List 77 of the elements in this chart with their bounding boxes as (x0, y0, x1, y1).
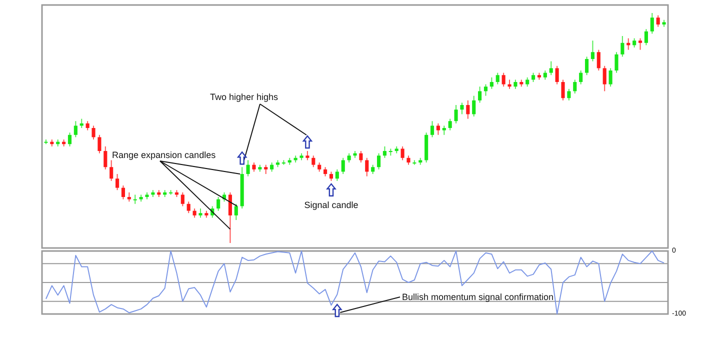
annotation: Signal candle (304, 200, 358, 210)
candlestick (490, 76, 494, 90)
candlestick (549, 60, 553, 76)
candlestick (579, 70, 583, 85)
candlestick (110, 160, 114, 182)
candlestick (74, 120, 78, 138)
candlestick (602, 65, 606, 92)
candlestick (526, 76, 530, 88)
annotation: Bullish momentum signal confirmation (402, 292, 554, 302)
candlestick (573, 79, 577, 94)
candlestick (192, 208, 196, 218)
candlestick (644, 28, 648, 46)
annotation: Range expansion candles (112, 150, 216, 160)
candlestick (472, 95, 476, 117)
candlestick (216, 196, 220, 212)
candlestick (252, 162, 256, 172)
candlestick (121, 185, 126, 200)
annotation: Two higher highs (210, 92, 279, 102)
candlestick (376, 152, 381, 170)
candlestick (180, 192, 184, 207)
candlestick (270, 162, 274, 172)
candlestick (365, 157, 369, 177)
candlestick (198, 208, 202, 218)
candlestick (466, 100, 470, 120)
candlestick (318, 162, 322, 172)
candlestick (632, 38, 636, 48)
candlestick (596, 49, 600, 71)
candlestick (359, 150, 363, 163)
candlestick (382, 146, 386, 158)
candlestick (341, 157, 345, 174)
candlestick (555, 65, 559, 85)
candlestick (656, 14, 660, 28)
candlestick (406, 155, 410, 166)
candlestick (442, 125, 446, 136)
candlestick (561, 79, 565, 101)
candlestick (324, 166, 328, 177)
candlestick (454, 104, 458, 124)
candlestick (638, 38, 642, 50)
candlestick (347, 152, 351, 163)
candlestick (312, 155, 316, 168)
candlestick (264, 164, 268, 174)
candlestick (127, 192, 131, 202)
candlestick (104, 146, 108, 170)
candlestick (584, 56, 589, 76)
candlestick (133, 194, 137, 204)
candlestick (478, 86, 482, 104)
candlestick (436, 122, 440, 136)
candlestick (620, 36, 624, 58)
candlestick (335, 168, 339, 182)
candlestick (532, 72, 536, 82)
candlestick (502, 72, 506, 88)
candlestick (371, 164, 375, 174)
candlestick (86, 120, 90, 131)
candlestick (98, 134, 102, 154)
candlestick (186, 201, 190, 214)
candlestick (400, 146, 404, 161)
candlestick (567, 88, 571, 101)
candlestick (496, 72, 500, 85)
candlestick (68, 132, 72, 147)
candlestick (508, 79, 512, 90)
candlestick (430, 120, 434, 138)
candlestick (608, 68, 612, 88)
candlestick (650, 12, 654, 34)
candlestick (234, 203, 238, 220)
candlestick (448, 118, 452, 131)
candlestick (614, 52, 618, 74)
candlestick (484, 84, 488, 96)
candlestick (590, 40, 594, 62)
candlestick (306, 150, 310, 161)
candlestick (329, 171, 334, 182)
candlestick (92, 125, 96, 140)
candlestick (543, 70, 547, 80)
candlestick (228, 192, 232, 244)
candlestick (116, 174, 120, 191)
candlestick (460, 102, 464, 115)
candlestick (514, 79, 518, 90)
candlestick (246, 160, 250, 177)
